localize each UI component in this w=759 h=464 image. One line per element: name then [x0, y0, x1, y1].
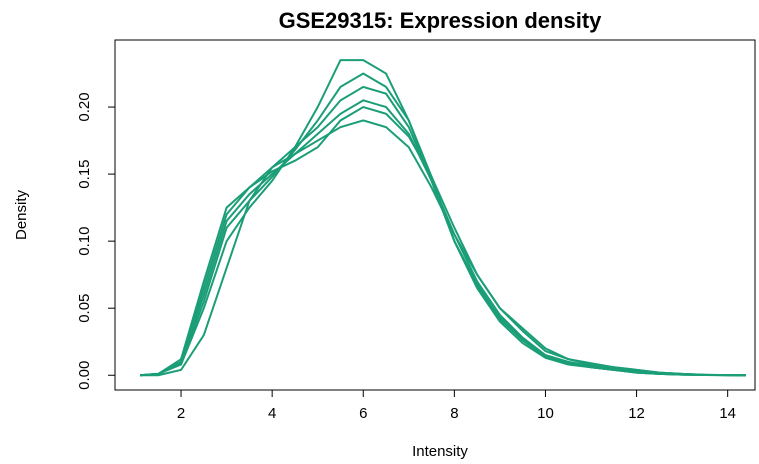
x-tick-label: 12: [628, 405, 645, 422]
x-tick-label: 8: [450, 405, 458, 422]
y-tick-label: 0.10: [76, 227, 93, 256]
density-line: [139, 105, 746, 377]
density-line: [139, 59, 746, 377]
x-tick-label: 6: [359, 405, 367, 422]
x-axis-label: Intensity: [412, 443, 468, 460]
y-axis-label: Density: [13, 189, 30, 240]
x-tick-label: 4: [268, 405, 276, 422]
y-tick-label: 0.20: [76, 92, 93, 121]
x-tick-label: 10: [537, 405, 554, 422]
density-line: [139, 72, 746, 377]
density-line: [139, 99, 746, 377]
x-tick-label: 2: [177, 405, 185, 422]
y-tick-label: 0.05: [76, 294, 93, 323]
density-line: [140, 85, 746, 377]
plot-frame: [114, 39, 756, 391]
chart-title: GSE29315: Expression density: [279, 8, 603, 33]
x-tick-label: 14: [719, 405, 736, 422]
y-tick-label: 0.00: [76, 361, 93, 390]
y-tick-label: 0.15: [76, 159, 93, 188]
density-line: [139, 119, 746, 377]
